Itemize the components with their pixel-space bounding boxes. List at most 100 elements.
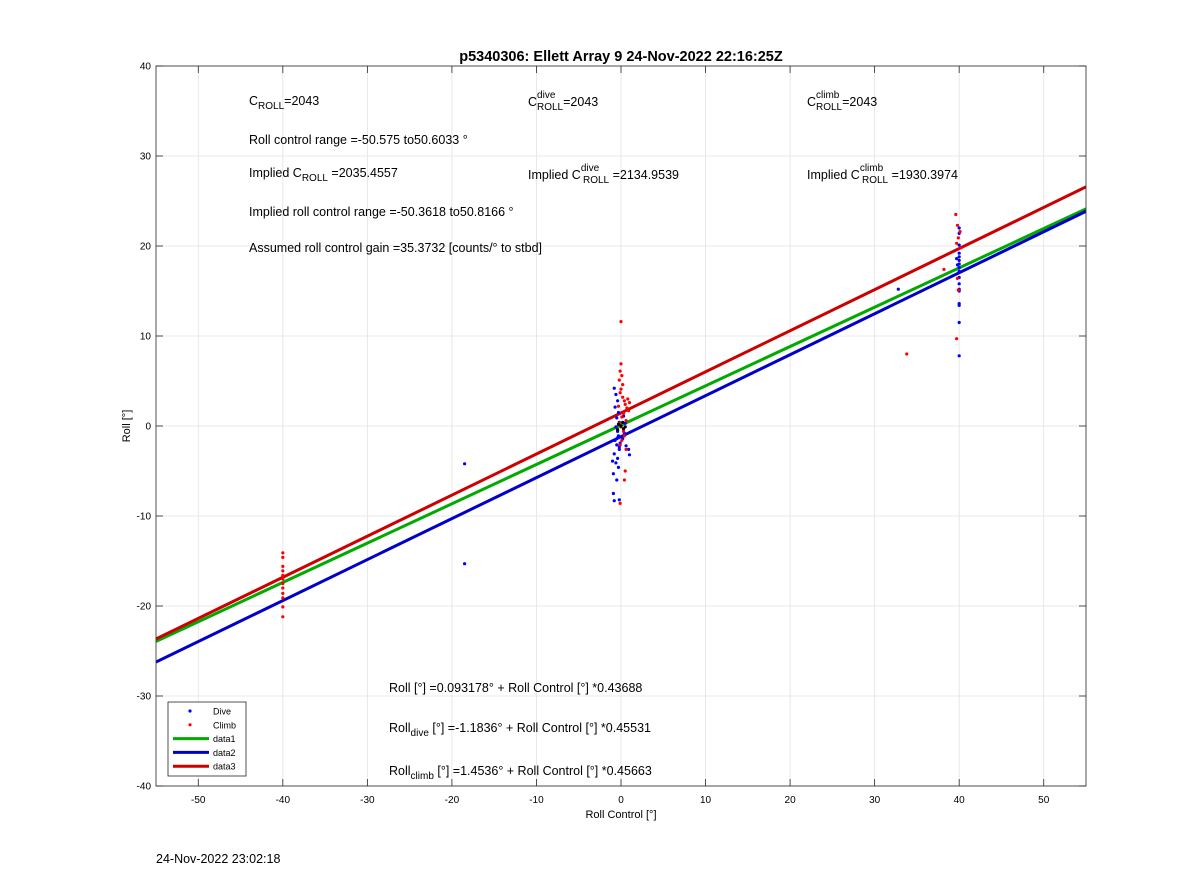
point-climb — [622, 399, 626, 403]
point-climb — [281, 577, 285, 581]
point-climb — [956, 288, 960, 292]
point-climb — [621, 395, 625, 399]
point-neutral — [623, 425, 627, 429]
point-dive — [611, 472, 615, 476]
annotation-roll-range: Roll control range =-50.575 to50.6033 ° — [249, 133, 468, 147]
point-dive — [957, 255, 961, 259]
annotation-gain: Assumed roll control gain =35.3732 [coun… — [249, 241, 542, 255]
point-dive — [957, 266, 961, 270]
point-climb — [281, 551, 285, 555]
point-dive — [623, 421, 627, 425]
point-dive — [614, 392, 618, 397]
legend-label-data3: data3 — [213, 762, 236, 772]
y-tick-label: -30 — [137, 692, 152, 703]
y-tick-label: -10 — [137, 512, 152, 523]
point-climb — [281, 573, 285, 578]
x-tick-label: -20 — [445, 795, 460, 806]
point-climb — [618, 443, 622, 447]
x-tick-label: -30 — [360, 795, 375, 806]
point-dive — [955, 263, 960, 267]
x-tick-label: -50 — [191, 795, 206, 806]
point-climb — [942, 267, 946, 271]
point-climb — [619, 387, 623, 391]
point-climb — [618, 501, 622, 505]
point-climb — [959, 246, 963, 250]
y-tick-label: 30 — [140, 152, 152, 163]
legend-label-dive: Dive — [213, 707, 231, 717]
point-climb — [958, 230, 962, 234]
point-climb — [281, 564, 285, 569]
annotation-implied-c-roll-dive: Implied Cdive ROLL =2134.9539 — [528, 163, 679, 186]
point-climb — [621, 411, 626, 415]
point-climb — [619, 362, 623, 366]
point-climb — [281, 605, 285, 609]
point-climb — [281, 596, 285, 600]
point-climb — [956, 236, 960, 240]
point-neutral — [616, 428, 620, 432]
x-axis-label: Roll Control [°] — [585, 809, 656, 821]
point-climb — [626, 397, 630, 401]
point-dive — [616, 456, 620, 460]
x-tick-label: 10 — [700, 795, 712, 806]
series-line-data3 — [156, 185, 1086, 641]
axes-box — [155, 65, 1087, 787]
point-dive — [615, 443, 619, 447]
point-dive — [462, 562, 467, 566]
point-climb — [281, 569, 285, 573]
point-climb — [627, 409, 631, 413]
point-neutral — [616, 422, 621, 426]
point-dive — [957, 243, 961, 247]
legend: Dive Climb data1 data2 data3 — [167, 701, 247, 777]
point-dive — [614, 425, 618, 429]
point-dive — [616, 465, 621, 469]
point-climb — [622, 434, 626, 438]
legend-label-climb: Climb — [213, 720, 236, 730]
fit-equation-dive: Rolldive [°] =-1.1836° + Roll Control [°… — [389, 721, 651, 739]
point-climb — [620, 438, 624, 442]
point-climb — [620, 374, 624, 378]
plot-area: -50 -40 -30 -20 -10 0 10 20 30 40 50 -40 -30 -20 -10 0 1… — [137, 62, 1087, 806]
point-dive — [957, 354, 961, 358]
point-climb — [623, 469, 627, 473]
point-climb — [627, 401, 632, 405]
point-climb — [623, 402, 627, 406]
y-tick-label: 40 — [140, 62, 152, 73]
annotation-c-roll-climb: Cclimb ROLL=2043 — [807, 90, 877, 113]
point-dive — [616, 399, 620, 403]
footer-timestamp: 24-Nov-2022 23:02:18 — [156, 852, 281, 866]
y-tick-label: 0 — [145, 422, 151, 433]
point-dive — [896, 287, 900, 291]
axis-ticks: -50 -40 -30 -20 -10 0 10 20 30 40 50 -40 -30 -20 -10 0 1… — [137, 62, 1086, 806]
data-points — [281, 212, 963, 619]
point-dive — [957, 303, 961, 307]
y-tick-label: -20 — [137, 602, 152, 613]
point-climb — [620, 415, 624, 419]
point-climb — [955, 241, 959, 245]
point-neutral — [619, 424, 623, 428]
point-climb — [281, 555, 285, 560]
point-climb — [616, 404, 621, 408]
point-dive — [614, 461, 618, 465]
point-dive — [462, 462, 467, 466]
point-climb — [281, 586, 285, 590]
point-climb — [281, 591, 285, 596]
legend-label-data2: data2 — [213, 748, 236, 758]
annotation-implied-c-roll-climb: Implied Cclimb ROLL =1930.3974 — [807, 163, 958, 186]
point-dive — [955, 257, 959, 261]
point-dive — [615, 416, 619, 420]
annotation-implied-c-roll: Implied CROLL =2035.4557 — [249, 166, 398, 184]
point-dive — [957, 320, 961, 325]
point-climb — [624, 447, 628, 451]
point-dive — [624, 444, 628, 448]
y-tick-label: -40 — [137, 782, 152, 793]
point-climb — [619, 320, 623, 324]
x-tick-label: 0 — [618, 795, 624, 806]
point-climb — [281, 615, 285, 619]
x-tick-label: -40 — [276, 795, 291, 806]
point-dive — [612, 452, 616, 456]
point-dive — [613, 438, 617, 442]
point-dive — [613, 405, 617, 409]
point-climb — [617, 378, 621, 382]
point-climb — [621, 429, 626, 433]
point-dive — [610, 459, 615, 463]
